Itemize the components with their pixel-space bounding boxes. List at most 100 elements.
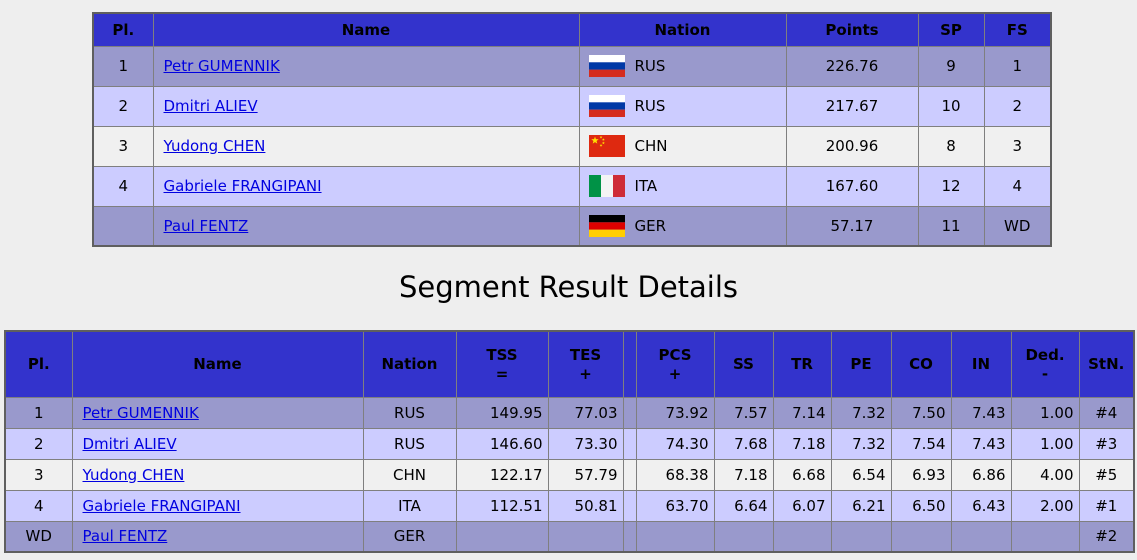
skater-link[interactable]: Petr GUMENNIK — [82, 403, 199, 422]
header-label: StN. — [1088, 355, 1125, 374]
details-col-header-tes: TES + — [547, 330, 624, 398]
name-cell: Dmitri ALIEV — [71, 427, 364, 460]
section-title: Segment Result Details — [398, 270, 739, 304]
skater-link[interactable]: Paul FENTZ — [82, 527, 168, 546]
tr-cell — [772, 520, 832, 553]
flag-rus-icon — [588, 55, 625, 77]
name-cell: Petr GUMENNIK — [152, 45, 580, 87]
header-label: Nation — [381, 355, 438, 374]
details-table-row: 4 Gabriele FRANGIPANI ITA 112.51 50.81 63.70 6… — [4, 489, 1135, 522]
skater-link[interactable]: Yudong CHEN — [163, 137, 266, 155]
tes-cell — [547, 520, 624, 553]
place-cell: 4 — [92, 165, 154, 207]
tr-cell: 7.14 — [772, 396, 832, 429]
tss-cell: 112.51 — [455, 489, 549, 522]
ded-cell: 1.00 — [1010, 396, 1080, 429]
ss-cell: 7.18 — [713, 458, 774, 491]
nation-code: GER — [634, 216, 667, 235]
pe-cell: 7.32 — [830, 396, 892, 429]
pl-cell: 3 — [4, 458, 73, 491]
skater-link[interactable]: Gabriele FRANGIPANI — [163, 177, 322, 195]
skater-link[interactable]: Paul FENTZ — [163, 216, 249, 235]
nation-cell: GER — [362, 520, 457, 553]
name-cell: Yudong CHEN — [71, 458, 364, 491]
header-label: CO — [909, 355, 933, 374]
header-label: IN — [971, 355, 991, 374]
nation-cell: RUS — [362, 396, 457, 429]
ded-cell — [1010, 520, 1080, 553]
details-col-header-sep — [622, 330, 637, 398]
tr-cell: 6.07 — [772, 489, 832, 522]
in-cell: 6.43 — [950, 489, 1012, 522]
skater-link[interactable]: Gabriele FRANGIPANI — [82, 496, 241, 515]
skater-link[interactable]: Dmitri ALIEV — [163, 97, 258, 115]
pl-cell: WD — [4, 520, 73, 553]
nation-cell: RUS — [578, 45, 787, 87]
fs-cell: 3 — [983, 125, 1052, 167]
skater-link[interactable]: Dmitri ALIEV — [82, 434, 177, 453]
place-cell — [92, 205, 154, 247]
ss-cell: 6.64 — [713, 489, 774, 522]
overall-col-header-sp: SP — [917, 12, 985, 47]
stn-cell: #3 — [1078, 427, 1135, 460]
overall-col-header-name: Name — [152, 12, 580, 47]
overall-table-row: 2 Dmitri ALIEV RUS 217.67 10 2 — [92, 85, 1052, 127]
name-cell: Yudong CHEN — [152, 125, 580, 167]
in-cell: 7.43 — [950, 396, 1012, 429]
separator-cell — [622, 458, 637, 491]
pl-cell: 1 — [4, 396, 73, 429]
place-cell: 3 — [92, 125, 154, 167]
pe-cell: 6.54 — [830, 458, 892, 491]
separator-cell — [622, 396, 637, 429]
co-cell: 7.54 — [890, 427, 952, 460]
details-col-header-pcs: PCS + — [635, 330, 715, 398]
nation-wrap: GER — [581, 214, 785, 237]
in-cell: 7.43 — [950, 427, 1012, 460]
flag-rus-icon — [588, 95, 625, 117]
details-col-header-name: Name — [71, 330, 364, 398]
co-cell — [890, 520, 952, 553]
header-label: PCS — [658, 346, 692, 365]
segment-details-table: Pl. Name Nation TSS = TES + PCS + SS TR PE CO IN Ded. -… — [4, 330, 1135, 553]
details-col-header-co: CO — [890, 330, 952, 398]
tss-cell: 149.95 — [455, 396, 549, 429]
header-sub-label: = — [495, 365, 509, 384]
header-sub-label: + — [579, 365, 592, 384]
nation-code: RUS — [634, 57, 666, 75]
nation-cell: ITA — [362, 489, 457, 522]
details-col-header-tr: TR — [772, 330, 832, 398]
stn-cell: #2 — [1078, 520, 1135, 553]
details-table-row: 2 Dmitri ALIEV RUS 146.60 73.30 74.30 7.68 7.18… — [4, 427, 1135, 460]
details-col-header-stn: StN. — [1078, 330, 1135, 398]
nation-code: ITA — [634, 177, 658, 195]
nation-cell: CHN — [362, 458, 457, 491]
pcs-cell: 68.38 — [635, 458, 715, 491]
nation-code: RUS — [634, 97, 666, 115]
nation-wrap: CHN — [581, 135, 785, 157]
stn-cell: #4 — [1078, 396, 1135, 429]
fs-cell: 4 — [983, 165, 1052, 207]
tr-cell: 7.18 — [772, 427, 832, 460]
nation-wrap: RUS — [581, 95, 785, 117]
overall-results-table: Pl. Name Nation Points SP FS 1 Petr GUMENNIK RU… — [92, 12, 1052, 247]
details-col-header-pl: Pl. — [4, 330, 73, 398]
skater-link[interactable]: Petr GUMENNIK — [163, 57, 280, 75]
details-table-row: 3 Yudong CHEN CHN 122.17 57.79 68.38 7.18 6.68 6… — [4, 458, 1135, 491]
co-cell: 7.50 — [890, 396, 952, 429]
ded-cell: 2.00 — [1010, 489, 1080, 522]
details-col-header-in: IN — [950, 330, 1012, 398]
sp-cell: 9 — [917, 45, 985, 87]
header-sub-label: - — [1041, 365, 1049, 384]
sp-cell: 12 — [917, 165, 985, 207]
separator-cell — [622, 427, 637, 460]
skater-link[interactable]: Yudong CHEN — [82, 465, 185, 484]
tss-cell: 122.17 — [455, 458, 549, 491]
name-cell: Gabriele FRANGIPANI — [71, 489, 364, 522]
tes-cell: 77.03 — [547, 396, 624, 429]
ded-cell: 1.00 — [1010, 427, 1080, 460]
ss-cell: 7.68 — [713, 427, 774, 460]
separator-cell — [622, 489, 637, 522]
overall-col-header-pl: Pl. — [92, 12, 154, 47]
pcs-cell — [635, 520, 715, 553]
fs-cell: 1 — [983, 45, 1052, 87]
